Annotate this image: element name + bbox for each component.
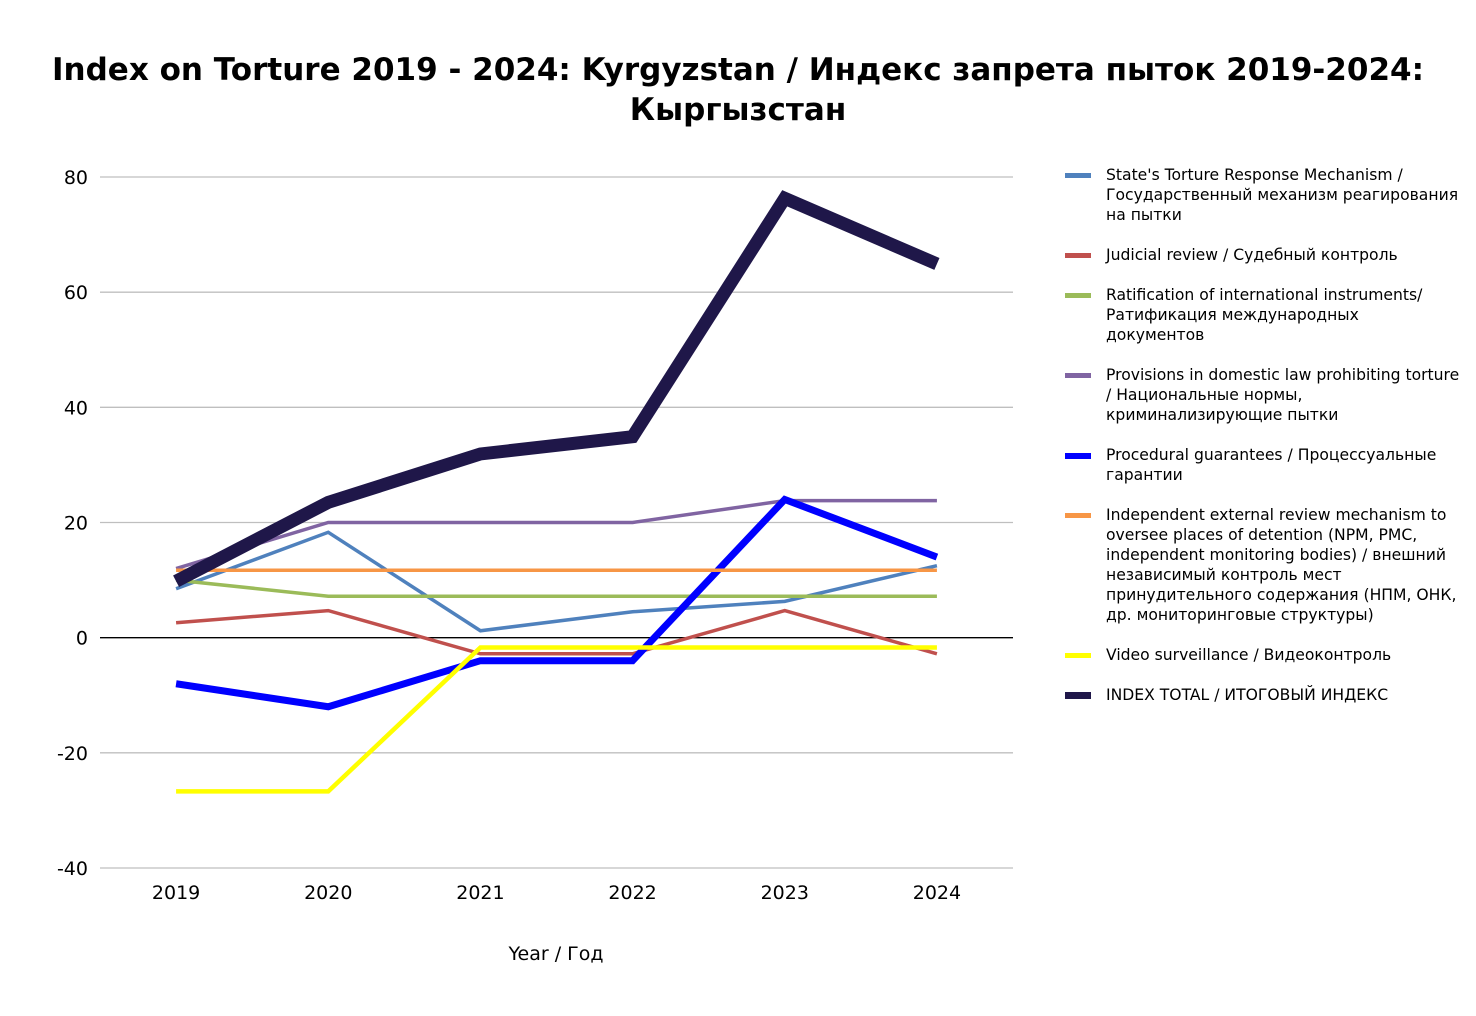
y-tick-label: 0 (76, 628, 88, 650)
x-tick-label: 2024 (913, 882, 961, 904)
legend-label: Procedural guarantees / Процессуальные г… (1106, 446, 1437, 484)
legend-label: Provisions in domestic law prohibiting t… (1106, 366, 1460, 424)
series-line-6 (176, 645, 937, 794)
legend-swatch (1065, 253, 1091, 258)
legend-item: Video surveillance / Видеоконтроль (1065, 645, 1460, 665)
legend-label: INDEX TOTAL / ИТОГОВЫЙ ИНДЕКС (1106, 686, 1389, 704)
legend-swatch (1065, 692, 1091, 699)
legend-swatch (1065, 653, 1091, 658)
series-line-0 (175, 530, 938, 633)
legend-swatch (1065, 513, 1091, 518)
x-axis-title: Year / Год (507, 943, 603, 965)
series-lines (173, 190, 940, 794)
x-tick-label: 2023 (761, 882, 809, 904)
y-tick-label: 20 (64, 513, 88, 535)
gridlines (100, 176, 1013, 869)
y-tick-label: 40 (64, 397, 88, 419)
legend-label: Judicial review / Судебный контроль (1106, 246, 1398, 264)
legend-swatch (1065, 293, 1091, 298)
legend-label: Ratification of international instrument… (1106, 286, 1423, 344)
chart-title: Index on Torture 2019 - 2024: Kyrgyzstan… (52, 52, 1424, 128)
y-tick-label: 60 (64, 282, 88, 304)
x-axis-tick-labels: 2019 2020 2021 2022 2023 2024 (152, 882, 961, 904)
legend-label: State's Torture Response Mechanism / Гос… (1106, 166, 1459, 224)
x-tick-label: 2020 (304, 882, 352, 904)
legend-item: Independent external review mechanism to… (1065, 505, 1460, 625)
legend-swatch (1065, 173, 1091, 178)
series-line-2 (175, 578, 937, 598)
legend-item: Judicial review / Судебный контроль (1065, 245, 1460, 265)
series-line-3 (175, 498, 937, 571)
x-tick-label: 2022 (608, 882, 656, 904)
y-tick-label: 80 (64, 167, 88, 189)
y-axis-tick-labels: 80 60 40 20 0 -20 -40 (57, 167, 88, 880)
legend-swatch (1065, 452, 1091, 459)
legend-item: State's Torture Response Mechanism / Гос… (1065, 165, 1460, 225)
legend-label: Independent external review mechanism to… (1106, 506, 1457, 624)
series-line-1 (175, 608, 938, 656)
x-tick-label: 2019 (152, 882, 200, 904)
legend-swatch (1065, 373, 1091, 378)
legend-item: Procedural guarantees / Процессуальные г… (1065, 445, 1460, 485)
legend-label: Video surveillance / Видеоконтроль (1106, 646, 1392, 664)
y-tick-label: -40 (57, 858, 88, 880)
y-tick-label: -20 (57, 743, 88, 765)
legend-item: Provisions in domestic law prohibiting t… (1065, 365, 1460, 425)
legend: State's Torture Response Mechanism / Гос… (1065, 165, 1460, 725)
series-line-7 (173, 190, 940, 588)
x-tick-label: 2021 (456, 882, 504, 904)
legend-item: INDEX TOTAL / ИТОГОВЫЙ ИНДЕКС (1065, 685, 1460, 705)
series-line-4 (175, 495, 939, 711)
legend-item: Ratification of international instrument… (1065, 285, 1460, 345)
